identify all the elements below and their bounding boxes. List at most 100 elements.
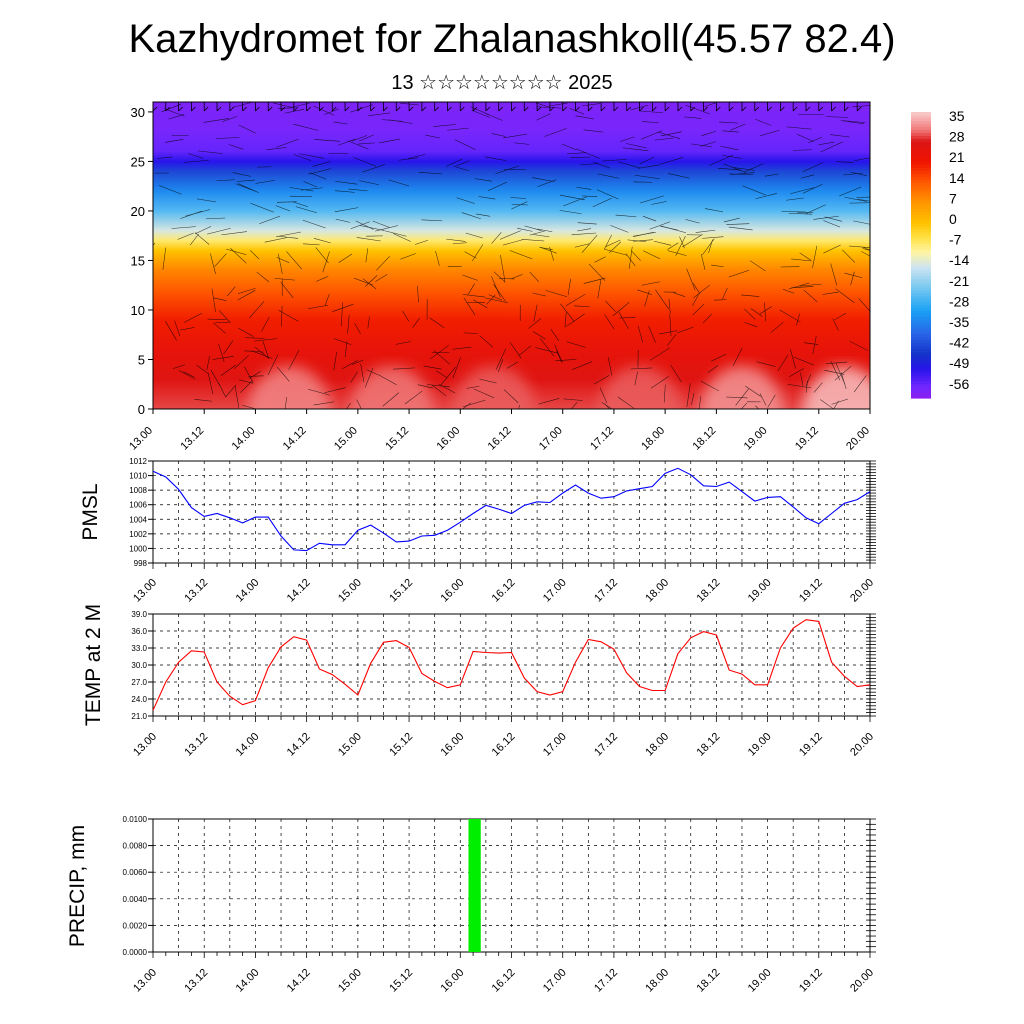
wind-stroke — [353, 156, 377, 167]
section-ytick-label: 0 — [138, 402, 145, 417]
wind-stroke — [479, 378, 497, 384]
wind-stroke — [215, 321, 232, 324]
wind-stroke — [491, 232, 502, 244]
ytick-label: 1004 — [129, 515, 147, 524]
wind-stroke — [630, 367, 653, 370]
colorbar-cell — [911, 281, 931, 285]
wind-stroke — [281, 306, 283, 327]
top-barb-flag — [728, 106, 734, 112]
xtick-label: 19.00 — [746, 967, 774, 995]
colorbar-cell — [911, 351, 931, 355]
wind-stroke — [478, 196, 496, 200]
wind-stroke — [284, 397, 287, 409]
wind-stroke — [605, 300, 616, 312]
xtick-label: 16.12 — [490, 967, 518, 995]
top-barb-flag — [677, 106, 683, 112]
wind-stroke — [388, 179, 410, 187]
wind-stroke — [351, 359, 364, 365]
xtick-label: 19.12 — [797, 577, 825, 605]
wind-stroke — [159, 185, 182, 195]
wind-stroke — [511, 204, 528, 206]
wind-stroke — [358, 142, 375, 145]
section-xtick-label: 13.12 — [178, 425, 206, 453]
top-barb-flag — [319, 106, 324, 112]
wind-stroke — [355, 220, 374, 230]
wind-stroke — [359, 225, 385, 231]
colorbar-cell — [911, 368, 931, 373]
xtick-label: 20.00 — [848, 577, 876, 605]
wind-stroke — [254, 346, 270, 359]
wind-stroke — [634, 371, 638, 386]
wind-stroke — [312, 161, 331, 167]
top-barb-flag — [472, 106, 478, 112]
wind-stroke — [799, 252, 811, 261]
wind-stroke — [366, 369, 378, 376]
top-barb-flag — [639, 106, 644, 112]
wind-stroke — [284, 108, 305, 114]
wind-stroke — [334, 190, 355, 193]
colorbar-cell — [911, 147, 931, 151]
wind-stroke — [793, 356, 814, 366]
wind-stroke — [334, 207, 359, 213]
colorbar-cell — [911, 208, 931, 212]
wind-stroke — [691, 392, 695, 405]
colorbar-cell — [911, 301, 931, 306]
wind-stroke — [511, 274, 523, 280]
wind-stroke — [813, 382, 823, 393]
wind-stroke — [350, 104, 374, 113]
ytick-label: 1010 — [129, 472, 147, 481]
wind-stroke — [570, 402, 578, 409]
wind-stroke — [165, 320, 177, 341]
wind-stroke — [402, 310, 410, 322]
wind-stroke — [218, 343, 225, 363]
top-barb-flag — [229, 106, 235, 112]
colorbar-cell — [911, 380, 931, 385]
ytick-label: 0.0060 — [123, 868, 148, 877]
wind-stroke — [162, 247, 166, 270]
wind-stroke — [212, 355, 235, 360]
wind-stroke — [571, 232, 597, 236]
wind-stroke — [360, 363, 365, 383]
colorbar-cell — [911, 255, 931, 259]
wind-stroke — [295, 206, 317, 214]
wind-stroke — [207, 373, 214, 395]
wind-stroke — [511, 201, 528, 210]
wind-stroke — [308, 168, 332, 175]
wind-stroke — [292, 201, 308, 208]
wind-stroke — [378, 374, 397, 385]
wind-stroke — [571, 361, 593, 371]
colorbar-cell — [911, 371, 931, 376]
colorbar-cell — [911, 138, 931, 142]
wind-stroke — [596, 189, 619, 200]
section-xtick-label: 16.00 — [434, 425, 462, 453]
wind-stroke — [536, 113, 551, 121]
colorbar-cell — [911, 374, 931, 379]
section-ytick-label: 5 — [138, 352, 145, 367]
wind-stroke — [465, 232, 483, 239]
wind-stroke — [849, 340, 869, 351]
wind-stroke — [755, 118, 772, 126]
wind-stroke — [788, 212, 813, 215]
wind-streamlines — [153, 102, 870, 409]
colorbar-label: -42 — [949, 335, 969, 351]
top-barbs — [153, 102, 870, 112]
wind-stroke — [259, 215, 281, 225]
wind-stroke — [622, 147, 649, 152]
colorbar: 35 28 21 14 7 0 -7 -14 -21 -28 -35 -42 -49 -56 — [911, 108, 969, 399]
wind-stroke — [502, 239, 523, 246]
wind-stroke — [804, 342, 819, 345]
wind-stroke — [850, 271, 855, 286]
xtick-label: 17.00 — [541, 731, 569, 759]
wind-stroke — [594, 256, 606, 263]
wind-stroke — [619, 317, 636, 319]
wind-stroke — [324, 293, 330, 306]
ytick-label: 0.0080 — [123, 842, 148, 851]
wind-stroke — [226, 248, 247, 256]
wind-stroke — [576, 148, 600, 159]
colorbar-cell — [911, 144, 931, 148]
wind-stroke — [588, 263, 606, 281]
colorbar-cell — [911, 325, 931, 329]
wind-stroke — [556, 350, 562, 363]
wind-stroke — [732, 347, 743, 366]
